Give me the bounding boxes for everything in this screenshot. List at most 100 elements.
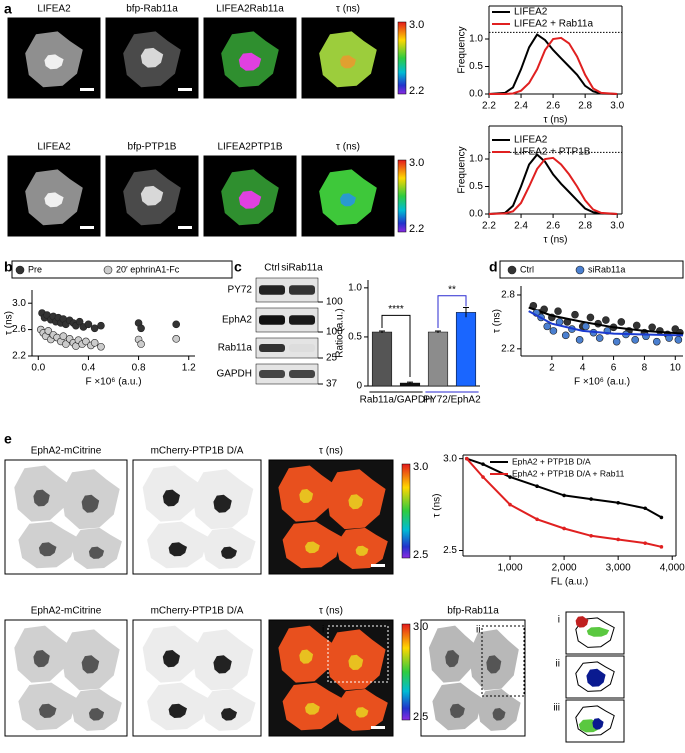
colorbar-label: 2.5 bbox=[413, 711, 428, 723]
error-bar bbox=[463, 306, 469, 318]
point bbox=[562, 493, 566, 498]
roi-label: i bbox=[322, 625, 324, 636]
point bbox=[575, 336, 584, 344]
image-label: Rab11a bbox=[250, 4, 285, 15]
cell bbox=[340, 193, 356, 207]
point bbox=[172, 320, 180, 329]
point bbox=[75, 317, 84, 326]
error-bar bbox=[379, 330, 385, 333]
inset-label: iii bbox=[553, 703, 560, 714]
y-tick-label: 0 bbox=[356, 381, 362, 392]
cell bbox=[486, 655, 502, 674]
panel-letter: a bbox=[4, 1, 12, 17]
legend-label: siRab11a bbox=[588, 264, 625, 274]
point bbox=[562, 526, 566, 531]
point bbox=[137, 340, 145, 348]
image-label: τ (ns) bbox=[336, 4, 360, 15]
y-tick-label: 2.6 bbox=[12, 324, 26, 335]
point bbox=[508, 502, 512, 507]
x-axis-label: F ×10⁶ (a.u.) bbox=[574, 377, 630, 388]
bar bbox=[371, 331, 393, 387]
y-tick-label: 2.5 bbox=[443, 545, 457, 556]
point bbox=[535, 517, 539, 522]
x-tick-label: 2,000 bbox=[552, 563, 577, 574]
point bbox=[90, 324, 99, 333]
point bbox=[82, 337, 90, 346]
x-axis-label: τ (ns) bbox=[544, 115, 568, 126]
x-tick-label: 10 bbox=[670, 363, 682, 374]
point bbox=[659, 545, 664, 549]
x-tick-label: 8 bbox=[642, 363, 648, 374]
y-tick-label: 1.0 bbox=[469, 154, 483, 165]
cell bbox=[238, 52, 262, 71]
roi-label: ii bbox=[476, 625, 480, 636]
cell bbox=[355, 545, 369, 556]
legend-label: Pre bbox=[28, 264, 42, 274]
error-bar bbox=[407, 381, 413, 385]
image-label: mCherry-PTP1B D/A bbox=[151, 606, 244, 617]
marker-label: 37 bbox=[326, 379, 338, 390]
y-tick-label: 2.2 bbox=[501, 343, 515, 354]
point bbox=[481, 475, 485, 479]
point bbox=[648, 323, 656, 332]
colorbar bbox=[397, 159, 407, 233]
cell bbox=[575, 616, 589, 628]
image-label: EphA2-mCitrine bbox=[31, 606, 102, 617]
x-tick-label: 4 bbox=[580, 363, 586, 374]
cell bbox=[221, 708, 237, 721]
roi-box bbox=[481, 625, 525, 697]
x-tick-label: 2.4 bbox=[514, 101, 528, 112]
colorbar bbox=[401, 623, 411, 721]
cell bbox=[305, 702, 320, 715]
scale-bar bbox=[371, 564, 385, 567]
cell bbox=[81, 494, 100, 513]
cell bbox=[38, 703, 57, 718]
y-axis-label: Frequency bbox=[457, 146, 468, 193]
colorbar-label: 2.2 bbox=[409, 85, 424, 97]
panel-letter: e bbox=[4, 431, 12, 447]
marker-label: 100 bbox=[326, 327, 343, 338]
line bbox=[489, 36, 618, 95]
cell bbox=[140, 185, 164, 206]
point bbox=[508, 475, 512, 479]
image-label: τ (ns) bbox=[336, 142, 360, 153]
point bbox=[97, 342, 105, 351]
legend-swatch bbox=[103, 265, 113, 275]
scale-bar bbox=[178, 226, 192, 229]
legend-swatch bbox=[507, 265, 517, 275]
x-tick-label: 3.0 bbox=[610, 101, 624, 112]
significance-label: ** bbox=[448, 284, 456, 295]
point bbox=[581, 322, 590, 331]
x-tick-label: 2.8 bbox=[578, 101, 592, 112]
blot-band bbox=[259, 315, 285, 325]
point bbox=[549, 327, 558, 335]
colorbar bbox=[397, 21, 407, 95]
group-label: Rab11a/GAPDH bbox=[360, 395, 433, 406]
image-label: EphA2-mCitrine bbox=[31, 446, 102, 457]
group-label: PY72/EphA2 bbox=[423, 395, 481, 406]
x-tick-label: 0.0 bbox=[31, 363, 45, 374]
point bbox=[602, 316, 610, 324]
blot-band bbox=[259, 285, 285, 295]
fit-line bbox=[528, 306, 684, 335]
point bbox=[464, 456, 469, 461]
cell bbox=[221, 546, 237, 559]
point bbox=[612, 337, 621, 346]
point bbox=[586, 313, 595, 322]
point bbox=[543, 322, 552, 331]
legend-label: EphA2 + PTP1B D/A bbox=[512, 456, 591, 466]
blot-row-label: GAPDH bbox=[216, 369, 252, 380]
cell bbox=[38, 542, 57, 557]
blot-band bbox=[289, 315, 315, 325]
cell bbox=[88, 708, 105, 721]
cell bbox=[340, 55, 356, 69]
lane-label: siRab11a bbox=[281, 263, 323, 274]
point bbox=[659, 515, 664, 520]
cell bbox=[168, 703, 187, 718]
cell bbox=[586, 668, 606, 687]
legend-label: LIFEA2 + Rab11a bbox=[514, 19, 593, 30]
blot-band bbox=[259, 344, 285, 352]
bar bbox=[455, 312, 477, 387]
x-tick-label: 2.4 bbox=[514, 221, 528, 232]
